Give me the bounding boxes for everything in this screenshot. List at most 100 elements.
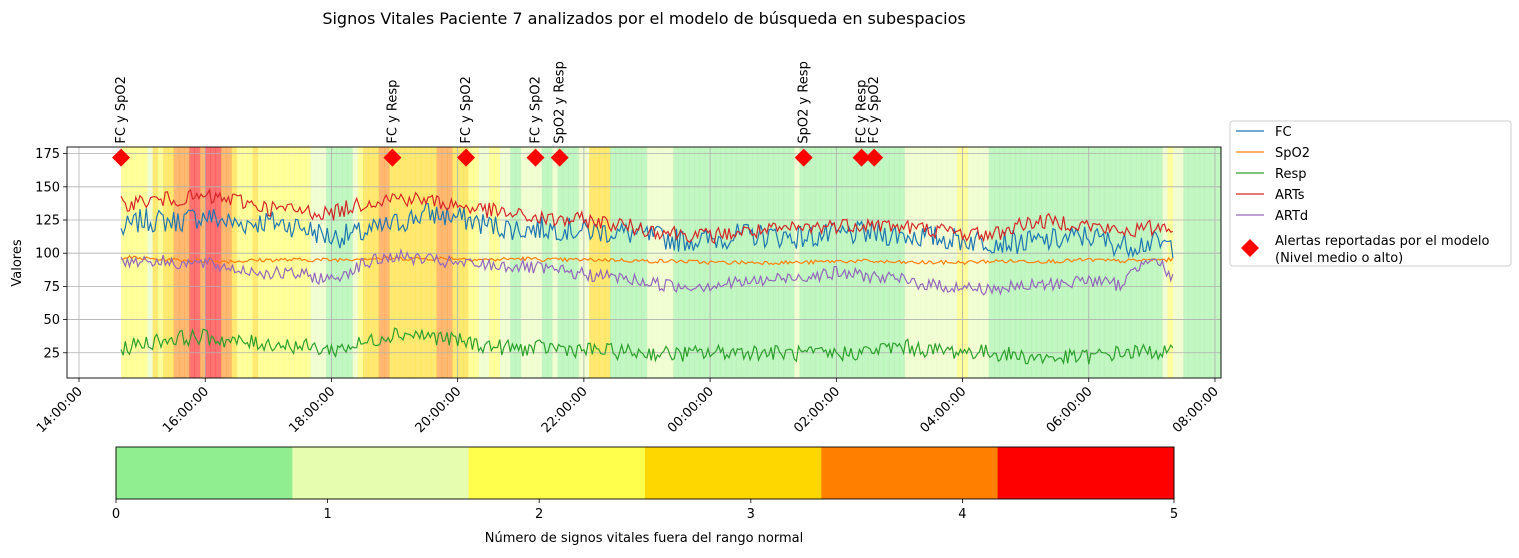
severity-band bbox=[384, 147, 390, 378]
legend-label: Alertas reportadas por el modelo bbox=[1275, 234, 1490, 249]
y-tick-label: 100 bbox=[35, 247, 60, 262]
severity-band bbox=[631, 147, 637, 378]
colorbar-segment bbox=[645, 447, 822, 499]
severity-band bbox=[573, 147, 579, 378]
severity-band bbox=[320, 147, 327, 378]
severity-band bbox=[930, 147, 937, 378]
y-tick-label: 125 bbox=[35, 214, 60, 229]
y-axis-label: Valores bbox=[10, 239, 25, 286]
severity-band bbox=[999, 147, 1005, 378]
severity-band bbox=[967, 147, 974, 378]
series-line-fc bbox=[120, 202, 1174, 259]
severity-band bbox=[704, 147, 711, 378]
severity-band bbox=[189, 147, 196, 378]
severity-band bbox=[1157, 147, 1163, 378]
severity-band bbox=[1136, 147, 1142, 378]
severity-band bbox=[1167, 147, 1174, 378]
severity-band bbox=[925, 147, 932, 378]
severity-band bbox=[620, 147, 627, 378]
severity-band bbox=[873, 147, 879, 378]
severity-band bbox=[552, 147, 558, 378]
x-tick-label: 04:00:00 bbox=[917, 384, 969, 436]
severity-band bbox=[857, 147, 863, 378]
colorbar: 0 1 2 3 4 5 bbox=[112, 446, 1178, 522]
severity-band bbox=[394, 147, 401, 378]
severity-band bbox=[1130, 147, 1137, 378]
severity-band bbox=[1178, 147, 1184, 378]
severity-band bbox=[1062, 147, 1069, 378]
x-tick-label: 14:00:00 bbox=[34, 384, 86, 436]
severity-band bbox=[1099, 147, 1105, 378]
severity-band bbox=[657, 147, 664, 378]
severity-band bbox=[483, 147, 490, 378]
severity-band bbox=[494, 147, 501, 378]
colorbar-frame bbox=[115, 446, 1175, 500]
series-lines bbox=[120, 188, 1174, 366]
severity-band bbox=[799, 147, 806, 378]
severity-band bbox=[268, 147, 274, 378]
severity-band bbox=[252, 147, 259, 378]
severity-band bbox=[278, 147, 285, 378]
severity-band bbox=[1067, 147, 1074, 378]
severity-band bbox=[457, 147, 464, 378]
legend-label: ARTd bbox=[1275, 209, 1308, 224]
severity-band bbox=[641, 147, 648, 378]
alert-markers: FC y SpO2 FC y Resp FC y SpO2 FC y SpO2 SpO2… bbox=[112, 61, 884, 167]
colorbar-segment bbox=[821, 447, 999, 499]
legend-label: FC bbox=[1275, 125, 1292, 140]
colorbar-tick-label: 3 bbox=[747, 507, 755, 522]
severity-band bbox=[599, 147, 606, 378]
severity-band bbox=[526, 147, 532, 378]
alert-label: FC y SpO2 bbox=[867, 76, 882, 144]
alert-label: FC y SpO2 bbox=[114, 76, 129, 144]
severity-band bbox=[294, 147, 301, 378]
severity-band bbox=[1078, 147, 1084, 378]
series-line-resp bbox=[120, 327, 1174, 366]
severity-band bbox=[752, 147, 758, 378]
severity-band bbox=[426, 147, 432, 378]
colorbar-segment bbox=[468, 447, 646, 499]
severity-band bbox=[978, 147, 984, 378]
y-tick-label: 175 bbox=[35, 147, 60, 162]
x-tick-label: 06:00:00 bbox=[1044, 384, 1096, 436]
severity-band bbox=[773, 147, 779, 378]
severity-band bbox=[725, 147, 732, 378]
severity-band bbox=[315, 147, 322, 378]
severity-band bbox=[362, 147, 369, 378]
severity-band bbox=[236, 147, 243, 378]
severity-band bbox=[894, 147, 900, 378]
severity-band bbox=[994, 147, 1000, 378]
x-tick-label: 02:00:00 bbox=[791, 384, 843, 436]
severity-band bbox=[1199, 147, 1205, 378]
x-tick-label: 18:00:00 bbox=[286, 384, 338, 436]
legend-label: (Nivel medio o alto) bbox=[1275, 251, 1403, 266]
alert-label: SpO2 y Resp bbox=[553, 61, 568, 143]
severity-band bbox=[242, 147, 248, 378]
severity-band bbox=[336, 147, 343, 378]
severity-band bbox=[594, 147, 600, 378]
severity-band bbox=[562, 147, 569, 378]
severity-band bbox=[142, 147, 148, 378]
alert-marker bbox=[526, 148, 545, 167]
severity-band bbox=[289, 147, 295, 378]
severity-band bbox=[568, 147, 574, 378]
severity-band bbox=[184, 147, 190, 378]
severity-band bbox=[668, 147, 674, 378]
severity-band bbox=[473, 147, 479, 378]
alert-label: FC y Resp bbox=[855, 80, 870, 144]
severity-band bbox=[263, 147, 269, 378]
severity-band bbox=[431, 147, 437, 378]
severity-band bbox=[504, 147, 511, 378]
severity-band bbox=[583, 147, 590, 378]
severity-band bbox=[962, 147, 969, 378]
severity-band bbox=[1020, 147, 1026, 378]
severity-band bbox=[1183, 147, 1189, 378]
severity-band bbox=[1094, 147, 1100, 378]
severity-band bbox=[909, 147, 916, 378]
chart-title: Signos Vitales Paciente 7 analizados por… bbox=[322, 9, 965, 28]
alert-marker bbox=[852, 148, 871, 167]
severity-band bbox=[678, 147, 685, 378]
severity-band bbox=[1188, 147, 1195, 378]
